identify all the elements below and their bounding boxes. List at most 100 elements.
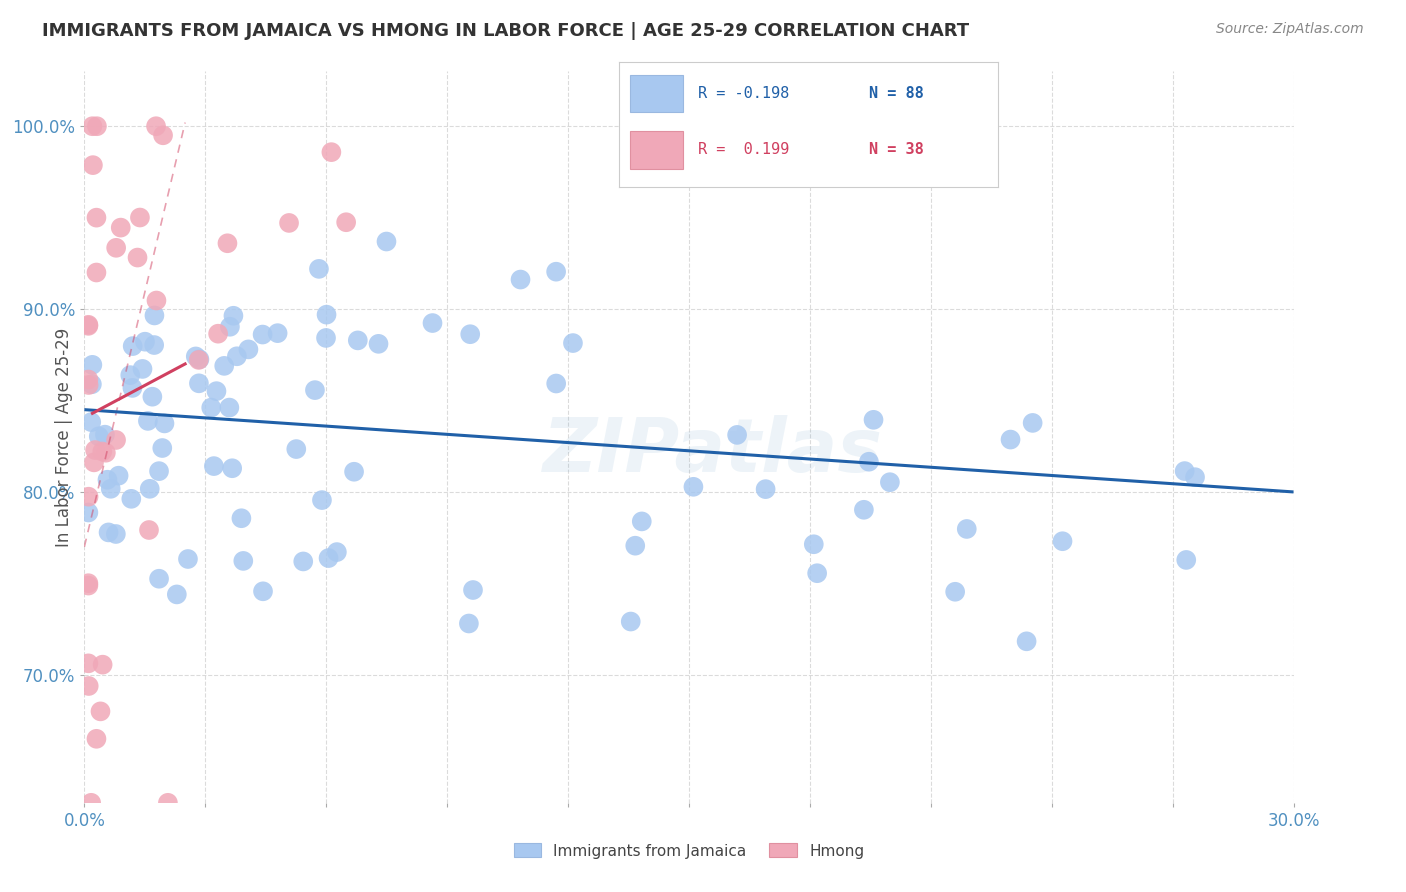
Point [231, 511, 253, 525]
Point [120, 368, 142, 383]
Point [141, 390, 163, 404]
Text: N = 88: N = 88 [869, 86, 924, 101]
Point [150, 441, 173, 455]
Point [315, 308, 337, 322]
Point [77, 490, 100, 504]
Point [145, 293, 167, 308]
Point [375, 235, 398, 249]
Point [252, 327, 274, 342]
Point [121, 339, 143, 353]
Point [184, 350, 207, 364]
Point [139, 482, 162, 496]
Point [136, 414, 159, 428]
Point [105, 241, 128, 255]
Point [82, 158, 104, 172]
Point [956, 522, 979, 536]
Point [80, 377, 103, 392]
Point [77, 578, 100, 592]
Point [96, 473, 118, 487]
Text: Source: ZipAtlas.com: Source: ZipAtlas.com [1216, 22, 1364, 37]
Point [89, 704, 111, 718]
Point [127, 251, 149, 265]
Point [77, 372, 100, 386]
Point [82, 358, 104, 372]
Point [105, 433, 128, 447]
Point [77, 506, 100, 520]
Point [326, 545, 349, 559]
Point [1184, 470, 1206, 484]
Point [315, 331, 337, 345]
Point [218, 401, 240, 415]
Point [84, 443, 107, 458]
Point [131, 362, 153, 376]
Point [806, 566, 828, 581]
Point [862, 413, 884, 427]
Point [77, 576, 100, 591]
Point [1021, 416, 1043, 430]
FancyBboxPatch shape [630, 131, 683, 169]
Text: R = -0.198: R = -0.198 [699, 86, 790, 101]
Point [943, 584, 966, 599]
Point [292, 554, 315, 568]
Point [222, 309, 245, 323]
Point [86, 119, 108, 133]
Point [80, 796, 103, 810]
Point [252, 584, 274, 599]
Point [343, 465, 366, 479]
Point [83, 455, 105, 469]
Point [156, 796, 179, 810]
Point [212, 359, 235, 373]
Point [304, 383, 326, 397]
Point [221, 461, 243, 475]
Text: N = 38: N = 38 [869, 143, 924, 157]
Point [682, 480, 704, 494]
Point [725, 428, 748, 442]
Point [367, 336, 389, 351]
Point [120, 491, 142, 506]
Legend: Immigrants from Jamaica, Hmong: Immigrants from Jamaica, Hmong [508, 838, 870, 864]
Point [509, 272, 531, 286]
Point [217, 236, 239, 251]
Point [187, 352, 209, 367]
Point [852, 503, 875, 517]
Point [858, 455, 880, 469]
Point [205, 384, 228, 399]
Point [107, 468, 129, 483]
Point [110, 220, 132, 235]
Point [461, 582, 484, 597]
Point [152, 128, 174, 143]
Point [630, 515, 652, 529]
Point [1174, 464, 1197, 478]
Point [879, 475, 901, 490]
Y-axis label: In Labor Force | Age 25-29: In Labor Force | Age 25-29 [55, 327, 73, 547]
Point [285, 442, 308, 456]
Point [1052, 534, 1074, 549]
Point [82, 119, 104, 133]
Point [803, 537, 825, 551]
Point [624, 539, 647, 553]
Point [546, 376, 568, 391]
Point [232, 554, 254, 568]
Point [100, 482, 122, 496]
Point [94, 427, 117, 442]
Point [86, 265, 108, 279]
Point [266, 326, 288, 340]
Point [148, 464, 170, 478]
Point [308, 261, 330, 276]
Point [1175, 553, 1198, 567]
Point [77, 378, 100, 392]
Point [200, 401, 222, 415]
Point [145, 119, 167, 133]
Point [202, 459, 225, 474]
Point [1015, 634, 1038, 648]
Point [207, 326, 229, 341]
Point [97, 525, 120, 540]
Point [318, 551, 340, 566]
Point [138, 523, 160, 537]
Point [335, 215, 357, 229]
Point [755, 482, 778, 496]
Point [187, 376, 209, 391]
Point [143, 338, 166, 352]
Point [94, 446, 117, 460]
Point [91, 657, 114, 672]
